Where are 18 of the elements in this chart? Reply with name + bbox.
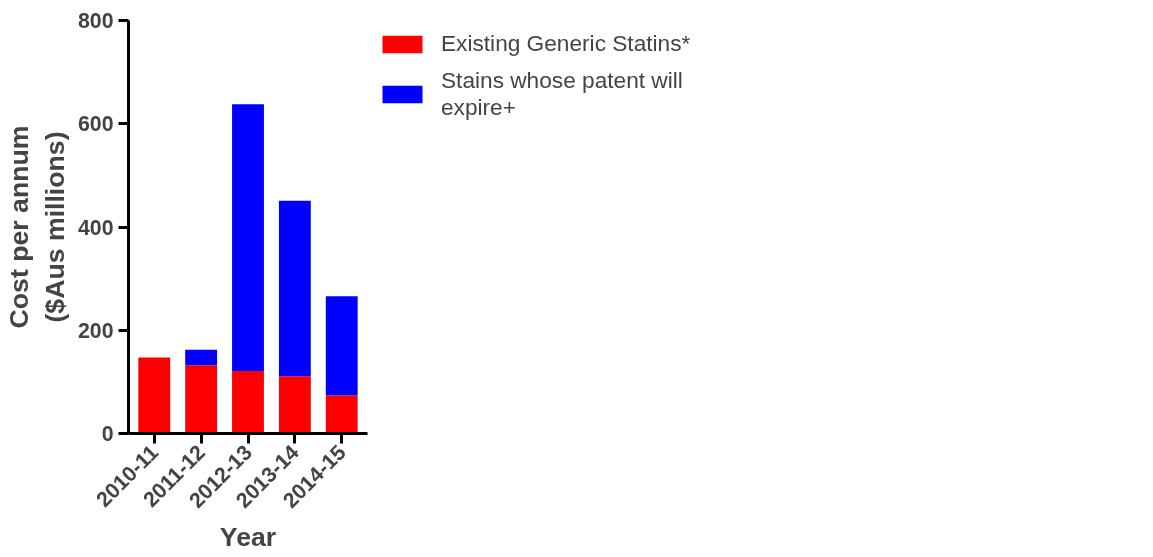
bar (325, 296, 358, 396)
y-tick-label: 400 (77, 215, 114, 240)
y-tick-label: 200 (77, 318, 114, 343)
y-tick-label: 600 (77, 112, 114, 137)
bar (185, 365, 218, 434)
bar (138, 357, 171, 434)
legend-label: Stains whose patent will expire+ (441, 67, 683, 121)
bar (232, 371, 264, 434)
bar (185, 349, 218, 366)
y-tick-label: 0 (101, 422, 114, 446)
bar (278, 376, 311, 434)
y-tick-label: 800 (77, 9, 114, 33)
x-axis-title: Year (219, 522, 277, 553)
bar (232, 104, 264, 372)
legend-label: Existing Generic Statins* (441, 30, 691, 57)
bar (278, 200, 311, 377)
y-axis-title: Cost per annum ($Aus millions) (3, 125, 70, 329)
bar (325, 395, 358, 434)
